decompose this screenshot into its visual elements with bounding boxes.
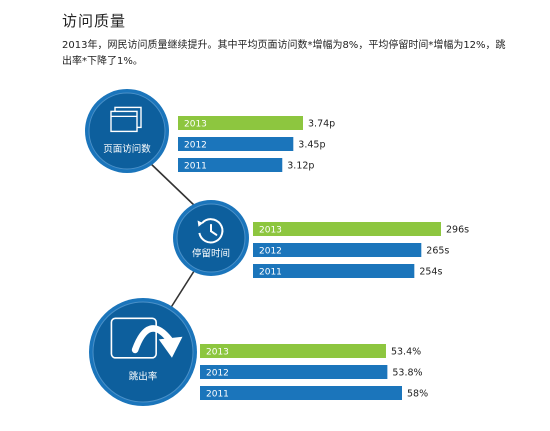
bounce-arrowhead	[158, 336, 183, 358]
metric-group: 停留时间 2013 296s 2012 265s 2011 254s	[173, 200, 469, 278]
metric-label: 页面访问数	[103, 143, 151, 155]
bar	[253, 222, 441, 236]
connector-lines	[148, 161, 197, 310]
bar-year-label: 2011	[259, 268, 282, 278]
bar-value-label: 296s	[446, 225, 469, 236]
bar-value-label: 254s	[419, 267, 442, 278]
metric-circle	[92, 301, 194, 403]
bar-year-label: 2013	[184, 120, 207, 130]
connector-line	[148, 161, 197, 208]
bar-year-label: 2011	[206, 390, 229, 400]
bar	[200, 386, 402, 400]
page-description: 2013年，网民访问质量继续提升。其中平均页面访问数*增幅为8%，平均停留时间*…	[62, 40, 506, 67]
bar-value-label: 3.12p	[287, 161, 314, 172]
clock-hands	[210, 223, 218, 236]
clock-arc	[198, 218, 224, 244]
bar-value-label: 3.74p	[308, 119, 335, 130]
bar-year-label: 2013	[206, 348, 229, 358]
metric-group: 跳出率 2013 53.4% 2012 53.8% 2011 58%	[89, 298, 428, 406]
bar-year-label: 2012	[184, 141, 207, 151]
metric-label: 跳出率	[129, 371, 158, 383]
bar-year-label: 2011	[184, 162, 207, 172]
bar	[200, 344, 386, 358]
bar-year-label: 2012	[206, 369, 229, 379]
page-title: 访问质量	[62, 12, 127, 30]
bar-value-label: 53.4%	[391, 347, 421, 358]
bar-value-label: 58%	[407, 389, 428, 400]
bar	[253, 264, 415, 278]
browser-windows-icon	[110, 106, 142, 133]
bounce-arc	[131, 325, 173, 354]
bar-value-label: 265s	[426, 246, 449, 257]
bar	[178, 116, 303, 130]
bar-year-label: 2013	[259, 226, 282, 236]
browser-window-front	[110, 110, 138, 133]
bar	[253, 243, 422, 257]
metric-group: 页面访问数 2013 3.74p 2012 3.45p 2011 3.12p	[85, 89, 335, 173]
bounce-page	[110, 317, 157, 359]
metric-label: 停留时间	[192, 248, 230, 260]
bar	[178, 137, 294, 151]
clock-arrowhead	[197, 220, 203, 227]
bar-value-label: 53.8%	[392, 368, 422, 379]
bar-year-label: 2012	[259, 247, 282, 257]
clock-history-icon	[197, 218, 224, 244]
bar	[178, 158, 283, 172]
metric-circle	[176, 203, 246, 273]
bounce-arrow-icon	[110, 317, 183, 359]
connector-line	[169, 267, 197, 310]
bar-value-label: 3.45p	[298, 140, 325, 151]
bar	[200, 365, 388, 379]
